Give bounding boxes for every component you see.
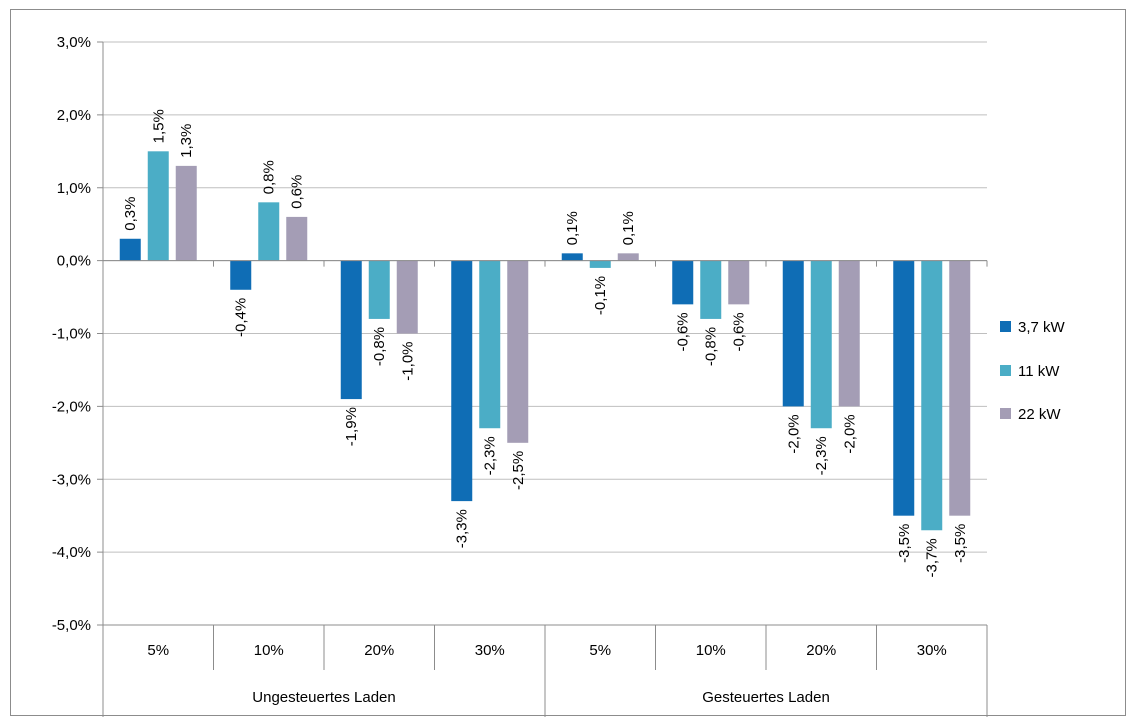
- data-label: 0,1%: [564, 211, 581, 245]
- bar: [810, 260, 832, 429]
- bar: [119, 238, 141, 261]
- group-label: Gesteuertes Laden: [702, 689, 830, 706]
- group-label: Ungesteuertes Laden: [252, 689, 395, 706]
- data-label: -3,5%: [896, 524, 913, 563]
- y-tick-label: -4,0%: [52, 544, 91, 561]
- category-label: 30%: [475, 642, 505, 659]
- data-label: 1,3%: [178, 124, 195, 158]
- bar: [782, 260, 804, 407]
- bar: [451, 260, 473, 502]
- y-tick-label: -5,0%: [52, 617, 91, 634]
- bar: [728, 260, 750, 305]
- data-label: -0,6%: [731, 312, 748, 351]
- data-label: -3,3%: [454, 509, 471, 548]
- y-tick-label: -2,0%: [52, 398, 91, 415]
- bar: [700, 260, 722, 319]
- legend-label: 11 kW: [1018, 363, 1060, 380]
- data-label: -2,5%: [510, 451, 527, 490]
- data-label: 0,8%: [261, 160, 278, 194]
- y-tick-label: 3,0%: [57, 34, 91, 51]
- data-label: 0,3%: [122, 197, 139, 231]
- data-label: -3,7%: [924, 538, 941, 577]
- data-label: -2,0%: [841, 414, 858, 453]
- legend-swatch: [1000, 408, 1011, 419]
- legend-label: 22 kW: [1018, 406, 1061, 423]
- bar: [507, 260, 529, 443]
- data-label: -0,8%: [371, 327, 388, 366]
- category-label: 20%: [364, 642, 394, 659]
- bar: [589, 260, 611, 268]
- bar: [258, 202, 280, 261]
- category-label: 10%: [254, 642, 284, 659]
- category-label: 5%: [589, 642, 611, 659]
- legend-label: 3,7 kW: [1018, 319, 1066, 336]
- bar: [230, 260, 252, 290]
- data-label: -0,1%: [592, 276, 609, 315]
- legend-swatch: [1000, 365, 1011, 376]
- data-label: -2,0%: [785, 414, 802, 453]
- y-tick-label: -1,0%: [52, 326, 91, 343]
- category-label: 20%: [806, 642, 836, 659]
- category-label: 10%: [696, 642, 726, 659]
- data-label: 0,6%: [289, 175, 306, 209]
- category-label: 30%: [917, 642, 947, 659]
- bar: [893, 260, 915, 516]
- bar: [286, 216, 308, 261]
- bar: [340, 260, 362, 400]
- data-label: -2,3%: [813, 436, 830, 475]
- bar: [672, 260, 694, 305]
- bar: [838, 260, 860, 407]
- data-label: -1,0%: [399, 342, 416, 381]
- bar: [175, 165, 197, 261]
- y-tick-label: -3,0%: [52, 471, 91, 488]
- data-label: -0,8%: [703, 327, 720, 366]
- bar: [147, 151, 169, 261]
- bar: [561, 253, 583, 261]
- y-tick-label: 0,0%: [57, 253, 91, 270]
- bar: [479, 260, 501, 429]
- data-label: -0,6%: [675, 312, 692, 351]
- data-label: 1,5%: [150, 109, 167, 143]
- bar: [396, 260, 418, 334]
- data-label: -3,5%: [952, 524, 969, 563]
- data-label: -0,4%: [233, 298, 250, 337]
- y-tick-label: 2,0%: [57, 107, 91, 124]
- category-label: 5%: [147, 642, 169, 659]
- data-label: -2,3%: [482, 436, 499, 475]
- data-label: -1,9%: [343, 407, 360, 446]
- data-label: 0,1%: [620, 211, 637, 245]
- y-tick-label: 1,0%: [57, 180, 91, 197]
- bar: [617, 253, 639, 261]
- legend-swatch: [1000, 321, 1011, 332]
- bar: [368, 260, 390, 319]
- bar: [921, 260, 943, 531]
- bar: [949, 260, 971, 516]
